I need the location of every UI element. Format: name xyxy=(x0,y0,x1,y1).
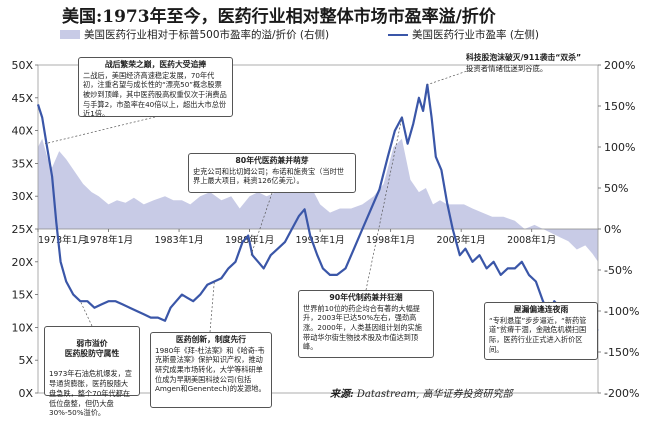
right-tick-label: 150% xyxy=(604,100,635,113)
series-area-premium xyxy=(38,138,598,262)
x-tick-label: 2008年1月 xyxy=(507,234,556,246)
annotation-90s-merger-head: 90年代制药兼并狂潮 xyxy=(329,293,403,302)
right-tick-label: -200% xyxy=(604,387,639,400)
x-tick-label: 1983年1月 xyxy=(154,234,203,246)
annotation-innovation-body: 1980年《拜-杜法案》和《哈奇-韦克斯曼法案》保护知识产权，推动研究成果市场转… xyxy=(155,345,266,394)
left-tick-label: 20X xyxy=(11,256,33,269)
annotation-innovation-head: 医药创新，制度先行 xyxy=(175,335,247,344)
callout-leader xyxy=(209,281,215,333)
left-tick-label: 40X xyxy=(11,125,33,138)
right-tick-label: 0% xyxy=(604,223,621,236)
annotation-patent-cliff: 屋漏偏逢连夜雨 “专利悬崖”步步逼近，“新药管道”贫瘠干涸，金融危机横扫国际，医… xyxy=(484,302,598,360)
annotation-postwar-head: 战后繁荣之巅，医药大受追捧 xyxy=(104,60,207,69)
annotation-90s-merger: 90年代制药兼并狂潮 世界前10位的药企均合有著的大幅提升，2003年已达50%… xyxy=(298,290,434,358)
right-tick-label: -50% xyxy=(604,264,632,277)
annotation-weak-market-head: 弱市溢价 医药股防守属性 xyxy=(64,338,120,359)
annotation-innovation: 医药创新，制度先行 1980年《拜-杜法案》和《哈奇-韦克斯曼法案》保护知识产权… xyxy=(150,332,272,408)
x-tick-label: 2003年1月 xyxy=(437,234,486,246)
right-tick-label: 50% xyxy=(604,182,628,195)
x-tick-label: 1978年1月 xyxy=(84,234,133,246)
callout-leader xyxy=(44,116,156,145)
left-tick-label: 15X xyxy=(11,289,33,302)
left-tick-label: 5X xyxy=(18,354,33,367)
annotation-80s-merger-head: 80年代医药兼并萌芽 xyxy=(235,156,309,165)
annotation-90s-merger-body: 世界前10位的药企均合有著的大幅提升，2003年已达50%左右，强劲高涨。200… xyxy=(303,303,422,352)
source-note: 来源: Datastream, 高华证券投资研究部 xyxy=(330,385,513,400)
legend-swatch-line xyxy=(388,33,408,36)
left-tick-label: 35X xyxy=(11,157,33,170)
x-tick-label: 1993年1月 xyxy=(295,234,344,246)
right-tick-label: -150% xyxy=(604,346,639,359)
annotation-80s-merger: 80年代医药兼并萌芽 史克公司和比切姆公司；布诺和施贵宝（当时世界上最大项目，耗… xyxy=(188,153,356,193)
chart-title: 美国:1973年至今，医药行业相对整体市场市盈率溢/折价 xyxy=(62,7,496,27)
annotation-dotcom-body: 投资者情绪低迷到谷底。 xyxy=(466,63,548,73)
left-tick-label: 30X xyxy=(11,190,33,203)
legend-item-line: 美国医药行业市盈率 (左侧) xyxy=(388,27,539,42)
callout-leader xyxy=(427,69,471,86)
annotation-weak-market-body: 1973年石油危机爆发，宣导通货膨胀，医药股随大盘急跌，整个70年代都在低位盘整… xyxy=(49,369,132,418)
annotation-weak-market: 弱市溢价 医药股防守属性 1973年石油危机爆发，宣导通货膨胀，医药股随大盘急跌… xyxy=(44,326,140,417)
left-tick-label: 0X xyxy=(18,387,33,400)
source-prefix: 来源: xyxy=(330,389,354,400)
left-tick-label: 45X xyxy=(11,92,33,105)
annotation-dotcom-head: 科技股泡沫破灭/911袭击“双杀” xyxy=(466,53,582,62)
annotation-dotcom: 科技股泡沫破灭/911袭击“双杀” 投资者情绪低迷到谷底。 xyxy=(466,53,616,74)
annotation-patent-cliff-head: 屋漏偏逢连夜雨 xyxy=(513,305,569,314)
right-tick-label: -100% xyxy=(604,305,639,318)
annotation-postwar-body: 二战后，美国经济高速稳定发展，70年代初，注重名望与成长性的“漂亮50”概念股票… xyxy=(83,70,227,119)
right-tick-label: 100% xyxy=(604,141,635,154)
x-tick-label: 1973年1月 xyxy=(38,234,87,246)
annotation-80s-merger-body: 史克公司和比切姆公司；布诺和施贵宝（当时世界上最大项目，耗资126亿美元）。 xyxy=(193,166,344,186)
legend: 美国医药行业相对于标普500市盈率的溢/折价 (右侧) 美国医药行业市盈率 (左… xyxy=(60,27,660,45)
annotation-patent-cliff-body: “专利悬崖”步步逼近，“新药管道”贫瘠干涸，金融危机横扫国际，医药行业正式进入折… xyxy=(489,315,587,354)
legend-item-area: 美国医药行业相对于标普500市盈率的溢/折价 (右侧) xyxy=(60,27,329,42)
legend-label-line: 美国医药行业市盈率 (左侧) xyxy=(412,29,540,41)
legend-label-area: 美国医药行业相对于标普500市盈率的溢/折价 (右侧) xyxy=(84,29,330,41)
legend-swatch-area xyxy=(60,30,80,39)
x-tick-label: 1998年1月 xyxy=(366,234,415,246)
callout-leader xyxy=(250,192,273,256)
series-line-pe xyxy=(36,83,599,332)
callout-leader xyxy=(365,117,403,291)
callout-leader xyxy=(80,301,93,327)
left-tick-label: 50X xyxy=(11,59,33,72)
left-tick-label: 10X xyxy=(11,321,33,334)
right-tick-label: 200% xyxy=(604,59,635,72)
source-text: Datastream, 高华证券投资研究部 xyxy=(353,389,513,400)
left-tick-label: 25X xyxy=(11,223,33,236)
annotation-postwar: 战后繁荣之巅，医药大受追捧 二战后，美国经济高速稳定发展，70年代初，注重名望与… xyxy=(78,57,233,119)
